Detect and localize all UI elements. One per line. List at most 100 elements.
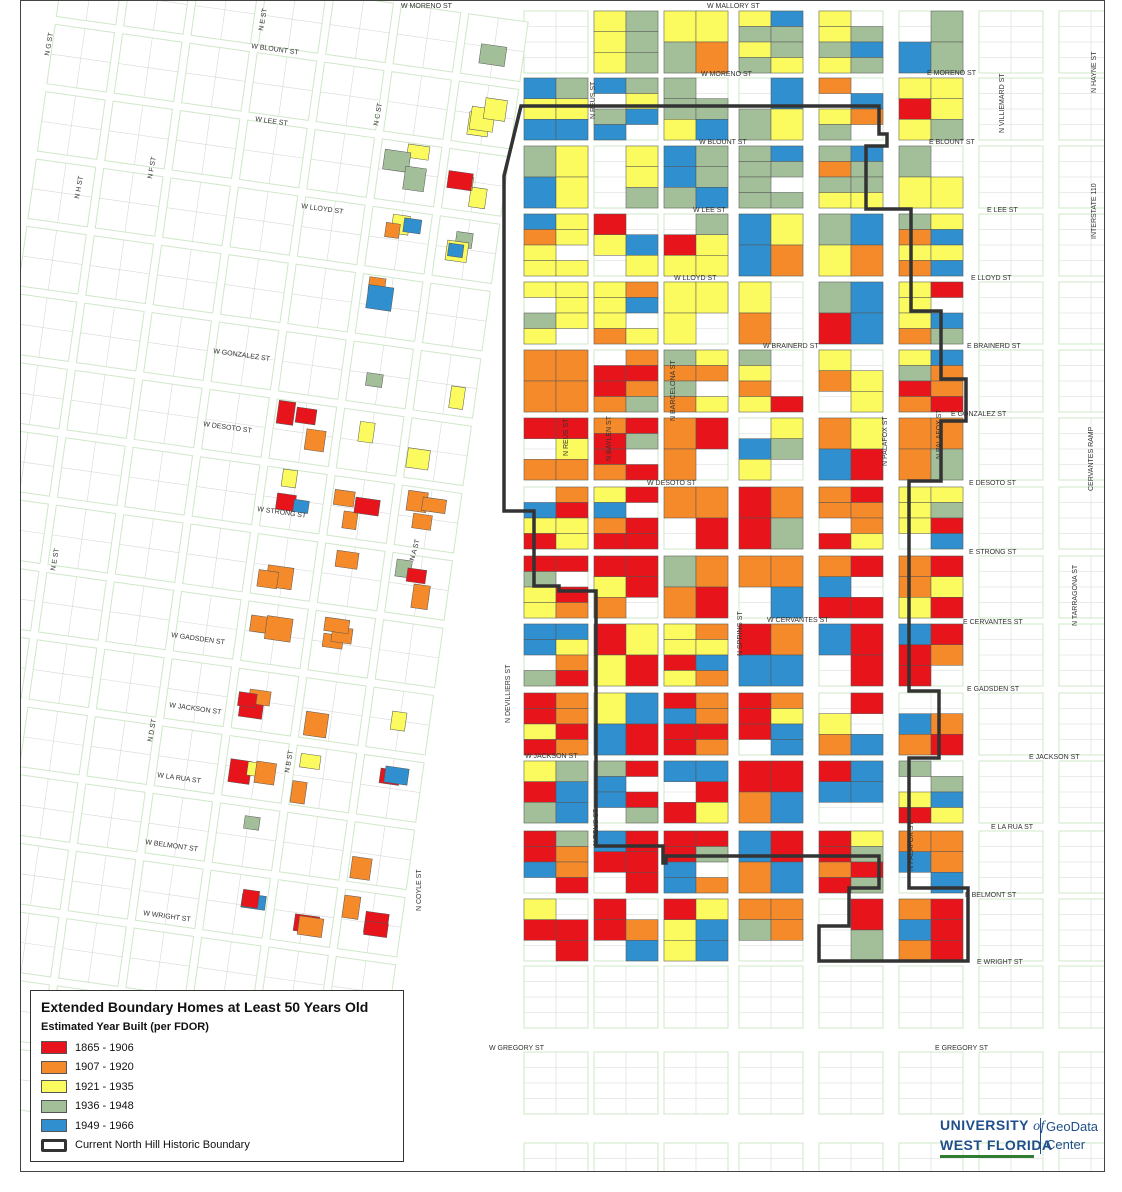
parcel: [555, 708, 589, 725]
lot-line: [259, 191, 269, 252]
lot-line: [125, 653, 135, 713]
parcel: [555, 77, 589, 99]
parcel: [402, 165, 427, 193]
legend-label: 1921 - 1935: [75, 1080, 134, 1093]
parcel: [695, 417, 729, 450]
parcel: [770, 486, 804, 519]
lot-line: [21, 592, 35, 602]
lot-line: [67, 576, 77, 637]
parcel: [593, 654, 627, 687]
parcel: [695, 10, 729, 43]
parcel: [555, 260, 589, 277]
parcel: [818, 623, 852, 656]
parcel: [850, 502, 884, 519]
parcel: [334, 549, 360, 570]
parcel: [930, 872, 964, 894]
parcel: [663, 555, 697, 588]
city-block: [1058, 1142, 1104, 1171]
parcel: [555, 229, 589, 246]
parcel: [818, 312, 852, 345]
parcel: [898, 260, 932, 277]
parcel: [898, 244, 932, 261]
parcel: [695, 708, 729, 725]
city-block: [21, 360, 68, 430]
parcel: [770, 919, 804, 941]
lot-line: [97, 855, 107, 915]
parcel: [625, 654, 659, 687]
legend-row: 1936 - 1948: [41, 1097, 393, 1117]
parcel: [695, 349, 729, 366]
logo-text: GeoData: [1046, 1119, 1099, 1134]
lot-line: [76, 28, 86, 88]
parcel: [663, 98, 697, 120]
parcel: [695, 365, 729, 382]
parcel: [555, 349, 589, 382]
parcel: [555, 213, 589, 230]
parcel: [523, 459, 557, 481]
parcel: [898, 713, 932, 735]
parcel: [523, 586, 557, 603]
parcel: [663, 940, 697, 962]
lot-line: [327, 681, 337, 742]
parcel: [898, 898, 932, 920]
parcel: [555, 623, 589, 640]
street-label: E BLOUNT ST: [929, 139, 975, 146]
street-label: E MORENO ST: [927, 70, 977, 77]
parcel: [663, 448, 697, 481]
legend-label: 1865 - 1906: [75, 1041, 134, 1054]
lot-line: [127, 1, 188, 5]
legend-swatch: [41, 1119, 67, 1133]
parcel: [738, 380, 772, 397]
street-label: N D ST: [147, 718, 158, 743]
parcel: [770, 417, 804, 439]
parcel: [930, 502, 964, 519]
parcel: [898, 597, 932, 619]
parcel: [738, 723, 772, 740]
parcel: [593, 52, 627, 74]
parcel: [555, 533, 589, 550]
parcel: [898, 830, 932, 852]
parcel: [383, 765, 410, 786]
parcel: [523, 898, 557, 920]
parcel: [770, 108, 804, 141]
parcel: [555, 692, 589, 709]
parcel: [738, 26, 772, 43]
parcel: [898, 328, 932, 345]
parcel: [850, 517, 884, 534]
parcel: [850, 623, 884, 656]
street-label: W GREGORY ST: [489, 1045, 545, 1052]
parcel: [930, 576, 964, 598]
parcel: [695, 877, 729, 894]
parcel: [898, 644, 932, 666]
legend-swatch: [41, 1080, 67, 1094]
parcel: [523, 517, 557, 534]
parcel: [898, 417, 932, 450]
city-block: [21, 427, 59, 497]
parcel: [555, 380, 589, 413]
legend-label: 1949 - 1966: [75, 1119, 134, 1132]
lot-line: [47, 230, 57, 290]
parcel: [930, 776, 964, 793]
west-parcels: [227, 43, 508, 938]
parcel: [695, 670, 729, 687]
lot-line: [240, 326, 250, 386]
parcel: [695, 517, 729, 550]
parcel: [898, 176, 932, 209]
parcel: [593, 502, 627, 519]
street-label: W MORENO ST: [701, 71, 753, 78]
legend-row: 1907 - 1920: [41, 1058, 393, 1078]
lot-line: [135, 586, 145, 646]
parcel: [850, 244, 884, 277]
parcel: [663, 877, 697, 894]
city-block: [21, 562, 40, 632]
street-label: N BAYLEN ST: [606, 415, 613, 461]
parcel: [930, 734, 964, 756]
parcel: [303, 428, 327, 453]
parcel: [850, 370, 884, 392]
parcel: [663, 486, 697, 519]
parcel: [523, 861, 557, 878]
parcel: [625, 187, 659, 209]
lot-line: [106, 788, 116, 848]
parcel: [663, 187, 697, 209]
parcel: [770, 555, 804, 588]
